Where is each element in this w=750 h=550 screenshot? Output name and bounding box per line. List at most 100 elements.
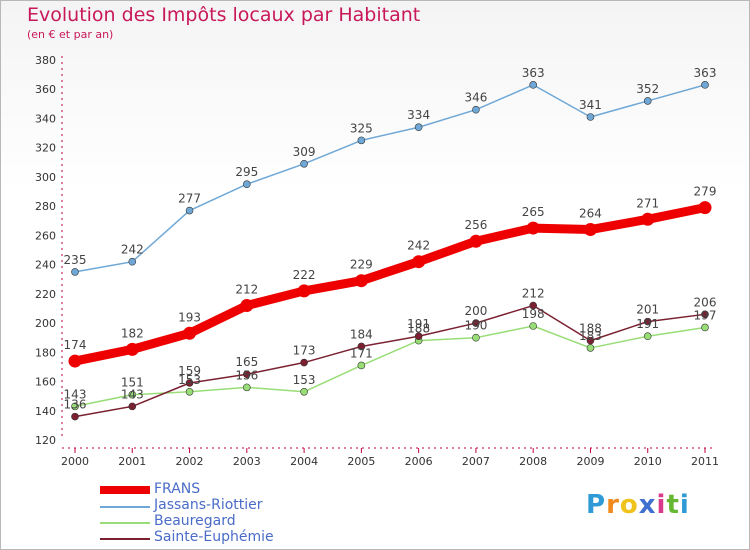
data-label: 341 — [579, 98, 602, 112]
data-point — [71, 268, 79, 276]
y-tick-label: 280 — [35, 200, 56, 213]
data-point — [128, 257, 137, 266]
x-tick-label: 2003 — [233, 455, 261, 468]
data-label: 279 — [694, 185, 717, 199]
data-label: 363 — [694, 66, 717, 80]
y-tick-label: 260 — [35, 229, 56, 242]
series-line-0 — [70, 203, 710, 366]
data-label: 174 — [64, 338, 87, 352]
data-label: 156 — [235, 368, 258, 382]
data-label: 212 — [522, 287, 545, 301]
data-point — [701, 81, 709, 89]
data-label: 198 — [522, 307, 545, 321]
data-point — [583, 223, 597, 237]
legend-item-beauregard: Beauregard — [100, 513, 400, 531]
logo-letter: o — [619, 490, 639, 520]
x-tick-label: 2006 — [405, 455, 433, 468]
data-point — [128, 402, 137, 411]
data-label: 295 — [235, 165, 258, 179]
data-label: 352 — [636, 82, 659, 96]
data-label: 193 — [178, 310, 201, 324]
data-label: 264 — [579, 207, 602, 221]
data-label: 277 — [178, 192, 201, 206]
data-label: 143 — [64, 387, 87, 401]
data-label: 136 — [64, 398, 87, 412]
legend-item-sainte-euphemie: Sainte-Euphémie — [100, 529, 400, 547]
data-point — [701, 323, 709, 332]
data-point — [414, 123, 423, 132]
data-label: 256 — [464, 218, 487, 232]
y-tick-label: 120 — [35, 434, 56, 447]
data-point — [354, 274, 368, 288]
y-tick-label: 140 — [35, 405, 56, 418]
data-point — [297, 284, 311, 298]
data-label: 190 — [464, 319, 487, 333]
data-point — [701, 310, 709, 319]
legend-label: FRANS — [154, 481, 201, 497]
data-label: 183 — [579, 329, 602, 343]
data-label: 200 — [464, 304, 487, 318]
data-label: 242 — [407, 239, 430, 253]
x-tick-label: 2005 — [347, 455, 375, 468]
logo-letter: i — [679, 490, 690, 520]
data-label: 271 — [636, 196, 659, 210]
chart-legend: FRANS Jassans-Riottier Beauregard Sainte… — [100, 481, 400, 547]
y-tick-label: 180 — [35, 346, 56, 359]
data-label: 165 — [235, 355, 258, 369]
logo-letter: r — [606, 490, 620, 520]
chart-title: Evolution des Impôts locaux par Habitant — [27, 4, 421, 26]
data-point — [357, 361, 366, 370]
data-label: 265 — [522, 205, 545, 219]
y-tick-label: 300 — [35, 171, 56, 184]
y-tick-label: 320 — [35, 142, 56, 155]
x-tick-label: 2004 — [290, 455, 318, 468]
data-point — [472, 319, 480, 327]
y-tick-label: 380 — [35, 54, 56, 67]
data-point — [240, 299, 254, 313]
data-label: 182 — [121, 326, 144, 340]
data-label: 222 — [293, 268, 316, 282]
data-point — [469, 234, 483, 248]
series-line-1 — [74, 84, 706, 273]
data-point — [586, 113, 595, 121]
data-label: 309 — [293, 145, 316, 159]
data-point — [300, 159, 308, 168]
y-tick-label: 200 — [35, 317, 56, 330]
data-point — [68, 354, 82, 368]
legend-label: Jassans-Riottier — [154, 497, 263, 513]
data-point — [643, 332, 652, 341]
data-point — [472, 105, 480, 114]
data-point — [643, 97, 652, 105]
data-point — [529, 322, 537, 330]
data-label: 325 — [350, 121, 373, 135]
data-point — [698, 201, 712, 215]
data-label: 188 — [407, 322, 430, 336]
data-label: 212 — [235, 283, 258, 297]
x-tick-label: 2011 — [691, 455, 719, 468]
data-point — [586, 344, 595, 352]
x-tick-label: 2007 — [462, 455, 490, 468]
data-point — [71, 412, 79, 421]
legend-swatch — [100, 522, 150, 524]
data-point — [185, 387, 194, 396]
legend-swatch — [100, 486, 150, 494]
x-tick-label: 2000 — [61, 455, 89, 468]
chart-axes: 120 140 160 180 200 220 240 260 280 300 320 340 360 3… — [35, 54, 719, 468]
series-line-2 — [74, 325, 706, 408]
legend-swatch — [100, 506, 150, 508]
data-label: 153 — [293, 373, 316, 387]
chart-subtitle: (en € et par an) — [27, 28, 114, 41]
logo-letter: t — [666, 490, 680, 520]
data-point — [357, 342, 366, 351]
data-point — [71, 402, 79, 411]
data-label: 151 — [121, 376, 144, 390]
data-point — [472, 333, 480, 342]
data-point — [412, 255, 426, 269]
logo-letter: i — [656, 490, 667, 520]
data-label: 201 — [636, 303, 659, 317]
logo-letter: x — [638, 490, 657, 520]
data-label: 171 — [350, 346, 373, 360]
series-line-3 — [74, 304, 706, 418]
data-point — [243, 180, 251, 189]
data-point — [243, 383, 251, 392]
